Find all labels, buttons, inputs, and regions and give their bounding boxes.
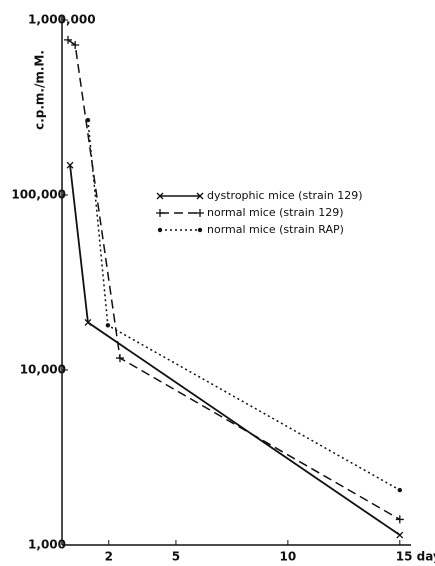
series-line xyxy=(69,165,401,536)
legend-label: dystrophic mice (strain 129) xyxy=(207,189,363,202)
marker xyxy=(397,487,403,493)
y-tick-label: 100,000 xyxy=(11,188,66,202)
x-tick-label: 15 days xyxy=(396,550,435,564)
x-tick-label: 5 xyxy=(172,550,180,564)
x-tick-label: 2 xyxy=(105,550,113,564)
series-line xyxy=(67,39,401,521)
marker xyxy=(396,531,404,539)
marker xyxy=(105,323,111,328)
marker xyxy=(71,40,80,49)
marker xyxy=(115,354,124,363)
legend-marker xyxy=(196,192,204,200)
marker xyxy=(64,35,73,44)
legend-label: normal mice (strain RAP) xyxy=(207,223,344,236)
y-tick-label: 10,000 xyxy=(20,363,66,377)
y-tick-label: 1,000,000 xyxy=(28,13,96,27)
legend-label: normal mice (strain 129) xyxy=(207,206,344,219)
series-line xyxy=(87,120,401,491)
legend-marker xyxy=(156,192,164,200)
y-tick-label: 1,000 xyxy=(28,538,66,552)
y-axis-label: c.p.m./m.M. xyxy=(33,50,47,130)
marker xyxy=(84,318,92,326)
marker xyxy=(395,515,404,524)
marker xyxy=(66,161,74,169)
legend-marker xyxy=(157,227,163,233)
legend-marker xyxy=(156,209,164,217)
x-tick-label: 10 xyxy=(280,550,297,564)
marker xyxy=(85,117,91,123)
legend-marker xyxy=(196,209,204,217)
legend-marker xyxy=(197,227,203,233)
